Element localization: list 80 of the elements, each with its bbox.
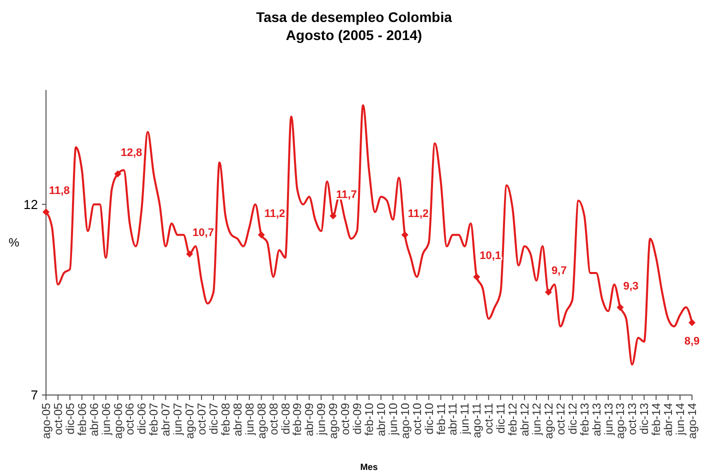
x-tick-label: ago-12 (543, 403, 556, 439)
x-tick-label: abr-10 (376, 403, 388, 436)
x-tick-label: ago-06 (112, 403, 125, 439)
data-label: 10,7 (192, 226, 214, 239)
x-tick-label: oct-05 (52, 403, 65, 435)
x-tick-label: jun-09 (316, 403, 328, 436)
x-tick-label: abr-13 (591, 403, 604, 436)
y-axis-title: % (8, 236, 20, 250)
x-tick-label: dic-10 (424, 403, 436, 434)
x-tick-label: abr-11 (448, 403, 460, 436)
x-tick-label: abr-09 (304, 403, 316, 436)
x-tick-label: feb-10 (364, 403, 376, 436)
data-label: 8,9 (684, 336, 700, 348)
x-tick-label: dic-11 (496, 403, 508, 434)
x-tick-label: ago-14 (687, 402, 699, 439)
x-tick-label: ago-08 (256, 403, 268, 439)
x-tick-label: abr-12 (520, 403, 532, 436)
x-axis-title: Mes (360, 462, 378, 472)
point (688, 319, 696, 326)
data-label: 9,7 (551, 265, 567, 278)
x-tick-label: dic-12 (567, 403, 580, 434)
x-tick-label: abr-14 (663, 402, 676, 436)
x-tick-label: dic-05 (64, 403, 77, 434)
x-tick-label: feb-14 (651, 402, 664, 436)
x-tick-label: abr-06 (88, 403, 101, 436)
x-tick-label: jun-06 (100, 403, 113, 436)
data-label: 11,8 (49, 185, 70, 197)
chart-subtitle: Agosto (2005 - 2014) (286, 27, 422, 43)
x-tick-label: dic-13 (639, 403, 652, 434)
x-tick-label: dic-07 (208, 403, 220, 434)
data-label: 11,2 (408, 208, 429, 220)
x-tick-label: jun-08 (244, 403, 256, 436)
x-tick-label: ago-09 (328, 403, 340, 439)
x-tick-label: feb-09 (292, 403, 304, 436)
data-label: 10,1 (480, 250, 502, 262)
point (258, 231, 265, 238)
point (186, 250, 194, 258)
x-tick-label: ago-07 (184, 403, 197, 439)
x-tick-label: oct-08 (268, 403, 280, 435)
x-tick-label: feb-08 (220, 403, 232, 436)
x-tick-label: dic-09 (352, 403, 364, 434)
point (616, 304, 624, 311)
x-tick-label: feb-06 (76, 403, 89, 436)
chart-title: Tasa de desempleo Colombia (256, 9, 452, 25)
data-label: 9,3 (623, 280, 639, 292)
x-tick-label: oct-12 (555, 403, 568, 435)
point (114, 170, 122, 178)
x-tick-label: dic-08 (280, 403, 292, 434)
x-tick-label: oct-06 (124, 403, 137, 435)
x-tick-label: dic-06 (136, 403, 149, 434)
x-tick-label: oct-11 (484, 403, 496, 434)
x-tick-label: oct-09 (340, 403, 352, 435)
point (401, 231, 408, 238)
x-tick-label: jun-12 (531, 403, 544, 436)
y-tick-label: 7 (30, 388, 38, 403)
data-label: 11,2 (264, 208, 286, 220)
point (42, 208, 50, 216)
x-tick-label: feb-12 (508, 403, 520, 436)
point (473, 273, 480, 280)
x-tick-label: ago-05 (41, 403, 53, 439)
x-tick-label: ago-13 (615, 403, 628, 439)
x-tick-label: abr-07 (160, 403, 173, 436)
x-tick-label: jun-11 (460, 403, 472, 436)
x-tick-label: feb-11 (436, 403, 448, 435)
x-tick-label: ago-11 (472, 403, 484, 438)
x-tick-label: abr-08 (232, 403, 244, 436)
point (330, 212, 337, 220)
x-tick-label: jun-07 (172, 403, 185, 436)
x-tick-label: ago-10 (400, 403, 412, 439)
x-tick-label: jun-10 (388, 403, 400, 436)
data-label: 12,8 (120, 146, 142, 159)
x-tick-label: jun-13 (603, 403, 616, 436)
x-tick-label: feb-13 (579, 403, 592, 436)
y-tick-label: 12 (24, 196, 38, 212)
point (544, 288, 552, 296)
x-tick-label: oct-10 (412, 403, 424, 435)
x-tick-label: jun-14 (675, 402, 688, 436)
x-tick-label: oct-13 (627, 403, 640, 435)
x-tick-label: oct-07 (196, 403, 209, 435)
x-tick-label: feb-07 (148, 403, 161, 436)
